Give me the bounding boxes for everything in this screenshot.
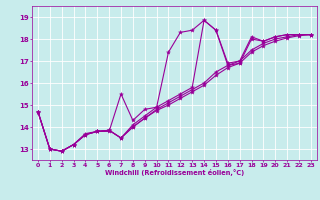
X-axis label: Windchill (Refroidissement éolien,°C): Windchill (Refroidissement éolien,°C) [105, 169, 244, 176]
